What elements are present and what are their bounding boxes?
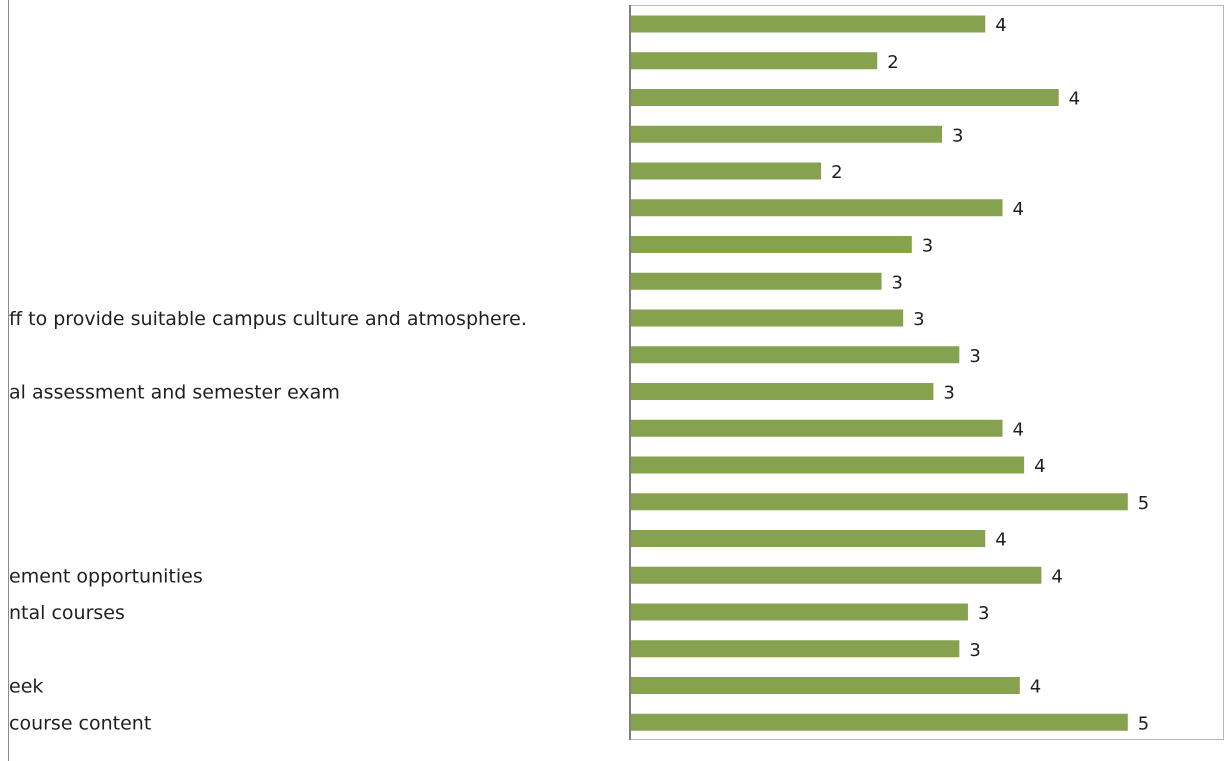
bar: [631, 530, 986, 547]
data-label: 3: [969, 640, 980, 661]
bar: [631, 89, 1059, 106]
data-label: 3: [978, 603, 989, 624]
bar: [631, 199, 1003, 217]
data-label: 3: [913, 309, 924, 330]
data-label: 4: [995, 530, 1006, 551]
bar: [631, 52, 878, 70]
data-label: 4: [1034, 456, 1045, 477]
data-label: 4: [995, 15, 1006, 36]
bar: [631, 713, 1128, 731]
data-label: 3: [969, 346, 980, 367]
bar: [631, 493, 1128, 511]
bar: [631, 125, 943, 143]
bar: [631, 456, 1025, 474]
category-label: eek: [9, 676, 43, 698]
plot-area: [629, 5, 1224, 740]
data-label: 5: [1138, 713, 1149, 734]
bar: [631, 640, 960, 658]
data-label: 4: [1013, 199, 1024, 220]
data-label: 3: [952, 125, 963, 146]
bar: [631, 383, 934, 400]
bar: [631, 677, 1020, 694]
bar: [631, 162, 822, 180]
data-label: 4: [1013, 419, 1024, 440]
category-label: ntal courses: [9, 602, 125, 624]
data-label: 2: [887, 52, 898, 73]
category-label: al assessment and semester exam: [9, 382, 340, 404]
category-label: ement opportunities: [9, 565, 203, 587]
data-label: 3: [943, 383, 954, 404]
data-label: 4: [1030, 677, 1041, 698]
left-border-line: [8, 0, 9, 761]
data-label: 3: [892, 272, 903, 293]
bar: [631, 419, 1003, 437]
bar: [631, 272, 882, 290]
data-label: 5: [1138, 493, 1149, 514]
bar: [631, 566, 1042, 584]
bar: [631, 346, 960, 364]
bar: [631, 309, 904, 327]
category-label: course content: [9, 712, 151, 734]
data-label: 3: [922, 236, 933, 257]
category-label: ff to provide suitable campus culture an…: [9, 308, 527, 330]
data-label: 4: [1051, 566, 1062, 587]
bar: [631, 236, 912, 253]
bar: [631, 603, 968, 621]
bar: [631, 15, 986, 33]
data-label: 2: [831, 162, 842, 183]
data-label: 4: [1069, 89, 1080, 110]
